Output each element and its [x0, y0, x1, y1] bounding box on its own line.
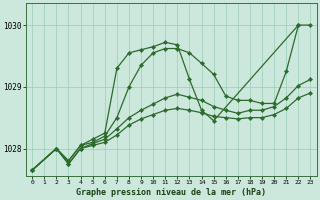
X-axis label: Graphe pression niveau de la mer (hPa): Graphe pression niveau de la mer (hPa): [76, 188, 266, 197]
